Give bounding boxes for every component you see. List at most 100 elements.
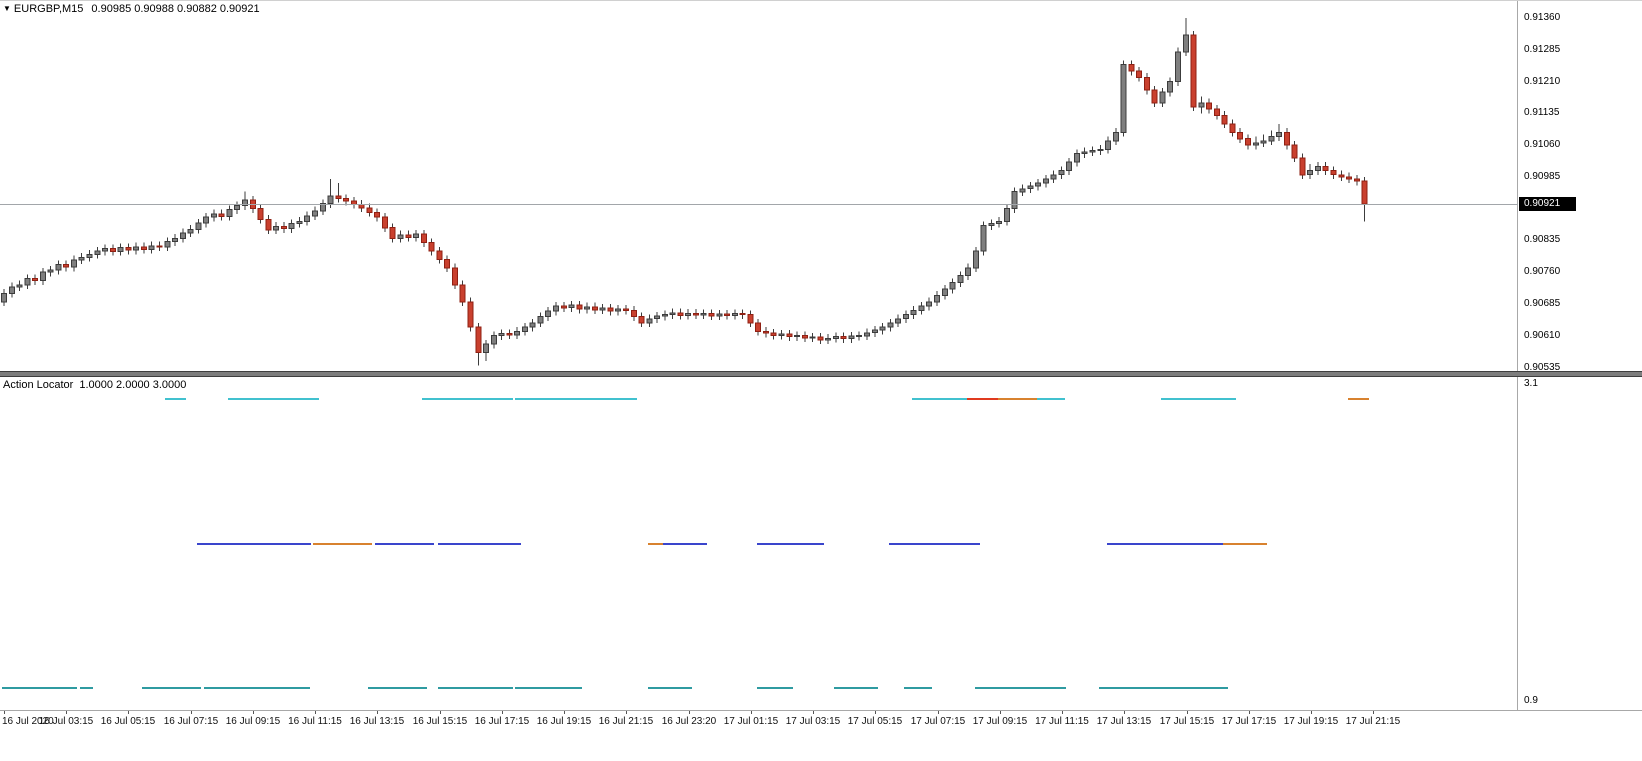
- time-label: 17 Jul 19:15: [1283, 716, 1339, 727]
- indicator-segment: [904, 687, 932, 689]
- candle: [304, 211, 311, 226]
- candle: [55, 260, 62, 275]
- price-tick-label: 0.90835: [1524, 234, 1561, 245]
- time-tick: [1000, 711, 1001, 714]
- candle: [1229, 119, 1236, 137]
- candle: [1361, 176, 1368, 222]
- candle: [553, 301, 560, 316]
- candle: [1011, 187, 1018, 213]
- candle: [381, 212, 388, 232]
- time-label: 16 Jul 11:15: [288, 716, 342, 727]
- time-tick: [253, 711, 254, 714]
- candle: [16, 280, 23, 292]
- time-label: 17 Jul 05:15: [847, 716, 903, 727]
- price-scale[interactable]: 0.90921 0.91360 0.91285 0.91210 0.91135 0.91…: [1519, 1, 1642, 373]
- candle: [918, 301, 925, 315]
- indicator-segment: [515, 687, 582, 689]
- indicator-segment: [975, 687, 1066, 689]
- candle: [794, 331, 801, 341]
- symbol-period-label: EURGBP,M15: [13, 3, 84, 15]
- candle: [350, 196, 357, 209]
- candle: [731, 309, 738, 320]
- candle: [529, 318, 536, 332]
- candle: [1097, 145, 1104, 155]
- candle: [514, 327, 521, 340]
- candle: [622, 304, 629, 315]
- time-label: 16 Jul 23:20: [661, 716, 717, 727]
- candle: [576, 301, 583, 314]
- candle: [832, 332, 839, 343]
- candle: [366, 203, 373, 217]
- candle: [1089, 146, 1096, 157]
- candle: [957, 271, 964, 288]
- candle: [1338, 170, 1345, 182]
- time-label: 16 Jul 17:15: [474, 716, 530, 727]
- time-tick: [4, 711, 5, 714]
- time-tick: [440, 711, 441, 714]
- time-tick: [66, 711, 67, 714]
- bid-price-line: [0, 204, 1518, 205]
- candle: [599, 303, 606, 315]
- candle: [125, 243, 132, 255]
- price-tick-label: 0.91060: [1524, 139, 1561, 150]
- candle: [319, 199, 326, 215]
- candle: [778, 329, 785, 340]
- indicator-segment: [889, 543, 980, 545]
- candle: [1213, 104, 1220, 120]
- indicator-scale-max-label: 3.1: [1524, 378, 1538, 389]
- candle: [8, 282, 15, 298]
- price-tick-label: 0.90985: [1524, 171, 1561, 182]
- price-tick-label: 0.90760: [1524, 266, 1561, 277]
- candle: [654, 312, 661, 324]
- indicator-params: 1.0000 2.0000 3.0000: [79, 379, 187, 391]
- candle: [902, 310, 909, 324]
- indicator-plot[interactable]: Action Locator 1.0000 2.0000 3.0000: [0, 377, 1518, 710]
- time-label: 17 Jul 15:15: [1159, 716, 1215, 727]
- pane-separator[interactable]: [0, 371, 1642, 377]
- candle: [1112, 128, 1119, 146]
- candle: [607, 303, 614, 316]
- indicator-segment: [165, 398, 186, 400]
- candle: [32, 274, 39, 285]
- candle: [444, 255, 451, 273]
- candle: [1291, 140, 1298, 163]
- time-label: 17 Jul 01:15: [723, 716, 779, 727]
- indicator-segment: [1161, 398, 1236, 400]
- candle: [638, 312, 645, 328]
- time-tick: [813, 711, 814, 714]
- candle: [1073, 149, 1080, 167]
- candle: [94, 246, 101, 259]
- time-label: 17 Jul 13:15: [1096, 716, 1152, 727]
- indicator-segment: [967, 398, 1003, 400]
- price-tick-label: 0.90685: [1524, 298, 1561, 309]
- indicator-name: Action Locator: [3, 379, 74, 391]
- candle: [615, 304, 622, 316]
- indicator-segment: [1107, 543, 1229, 545]
- candle: [669, 308, 676, 319]
- candle: [1151, 85, 1158, 108]
- indicator-segment: [515, 398, 637, 400]
- indicator-segment: [142, 687, 201, 689]
- candle: [1175, 47, 1182, 86]
- time-axis[interactable]: 16 Jul 2020 16 Jul 03:15 16 Jul 05:15 16 Ju…: [0, 710, 1642, 761]
- candle: [1019, 184, 1026, 196]
- candle: [374, 208, 381, 222]
- indicator-scale-min-label: 0.9: [1524, 695, 1538, 706]
- indicator-segment: [912, 398, 971, 400]
- indicator-scale[interactable]: 3.1 0.9: [1519, 377, 1642, 710]
- main-chart-pane: ▼ EURGBP,M15 0.90985 0.90988 0.90882 0.909…: [0, 1, 1642, 373]
- candle: [941, 284, 948, 300]
- candle: [537, 312, 544, 328]
- candle: [451, 263, 458, 290]
- indicator-segment: [204, 687, 310, 689]
- candle: [195, 218, 202, 234]
- candle: [972, 246, 979, 273]
- candle: [1252, 136, 1259, 150]
- time-label: 16 Jul 03:15: [38, 716, 94, 727]
- candlestick-plot[interactable]: ▼ EURGBP,M15 0.90985 0.90988 0.90882 0.909…: [0, 1, 1518, 371]
- candle: [716, 309, 723, 321]
- candle: [825, 334, 832, 345]
- candle: [1143, 73, 1150, 95]
- price-tick-label: 0.90610: [1524, 330, 1561, 341]
- candle: [1283, 128, 1290, 150]
